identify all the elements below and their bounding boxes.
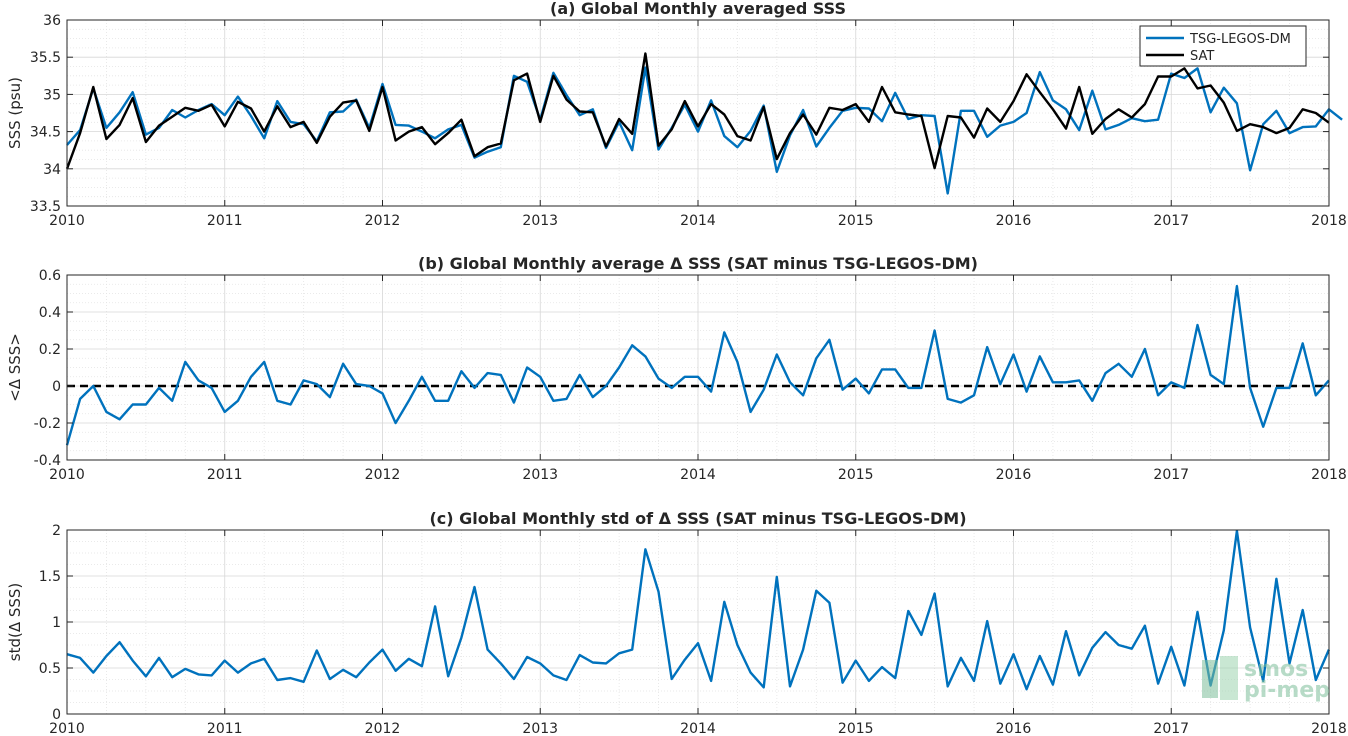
y-tick-label: -0.2	[34, 416, 61, 432]
panel-b-delta-sss: 2010 2011 2012 2013 2014 2015 2016 2017 2018 -0.4…	[6, 254, 1347, 483]
x-tick-label: 2011	[207, 213, 243, 229]
y-tick-label: 1	[52, 615, 61, 631]
chart-title: (b) Global Monthly average Δ SSS (SAT mi…	[418, 254, 978, 273]
y-axis-label: SSS (psu)	[6, 77, 24, 149]
chart-title: (c) Global Monthly std of Δ SSS (SAT min…	[429, 509, 966, 528]
y-tick-label: 0.4	[39, 305, 61, 321]
x-tick-label: 2011	[207, 721, 243, 736]
y-tick-label: 0.2	[39, 342, 61, 358]
series-line-sat	[65, 52, 1330, 170]
x-tick-label: 2014	[680, 213, 716, 229]
smos-pi-mep-logo: smos pi-mep	[1202, 656, 1330, 703]
y-tick-label: 0	[52, 379, 61, 395]
x-tick-label: 2013	[522, 721, 558, 736]
x-tick-label: 2013	[522, 467, 558, 483]
legend-entry: SAT	[1190, 49, 1214, 64]
x-tick-label: 2012	[365, 721, 401, 736]
x-tick-label: 2018	[1311, 213, 1347, 229]
logo-text-pi-mep: pi-mep	[1244, 678, 1330, 703]
legend-entry: TSG-LEGOS-DM	[1189, 32, 1291, 47]
series-line-delta	[66, 529, 1331, 691]
x-tick-label: 2016	[996, 213, 1032, 229]
x-tick-label: 2014	[680, 467, 716, 483]
x-tick-label: 2018	[1311, 721, 1347, 736]
x-tick-label: 2010	[49, 721, 85, 736]
legend-box	[1139, 25, 1307, 67]
legend: TSG-LEGOS-DM SAT	[1139, 25, 1307, 67]
x-tick-label: 2011	[207, 467, 243, 483]
chart-title: (a) Global Monthly averaged SSS	[550, 0, 846, 18]
panel-c-std-delta-sss: 2010 2011 2012 2013 2014 2015 2016 2017 2018 0 0.5…	[6, 509, 1347, 736]
x-tick-label: 2010	[49, 467, 85, 483]
x-tick-label: 2017	[1153, 213, 1189, 229]
y-tick-label: 1.5	[39, 569, 61, 585]
y-tick-label: 2	[52, 523, 61, 539]
y-tick-label: 34.5	[30, 125, 61, 141]
x-tick-label: 2012	[365, 467, 401, 483]
x-tick-label: 2015	[838, 213, 874, 229]
y-tick-label: 34	[43, 162, 61, 178]
series-line-delta	[65, 284, 1330, 446]
logo-text-smos: smos	[1244, 657, 1308, 682]
x-tick-label: 2013	[522, 213, 558, 229]
x-tick-label: 2016	[996, 467, 1032, 483]
y-tick-label: 36	[43, 13, 61, 29]
y-tick-label: 0.5	[39, 661, 61, 677]
x-tick-label: 2018	[1311, 467, 1347, 483]
x-tick-label: 2015	[838, 721, 874, 736]
y-tick-label: 0.6	[39, 268, 61, 284]
x-tick-label: 2017	[1153, 467, 1189, 483]
y-axis-label: <Δ SSS>	[6, 333, 24, 402]
y-tick-label: -0.4	[34, 453, 61, 469]
y-tick-label: 35	[43, 87, 61, 103]
x-tick-label: 2010	[49, 213, 85, 229]
y-tick-label: 0	[52, 707, 61, 723]
y-tick-label: 33.5	[30, 199, 61, 215]
y-axis-label: std(Δ SSS)	[6, 583, 24, 662]
y-tick-label: 35.5	[30, 50, 61, 66]
x-tick-label: 2016	[996, 721, 1032, 736]
x-tick-label: 2014	[680, 721, 716, 736]
x-tick-label: 2015	[838, 467, 874, 483]
x-tick-label: 2012	[365, 213, 401, 229]
x-tick-label: 2017	[1153, 721, 1189, 736]
panel-a-sss: 2010 2011 2012 2013 2014 2015 2016 2017 2018 33.5…	[6, 0, 1347, 229]
